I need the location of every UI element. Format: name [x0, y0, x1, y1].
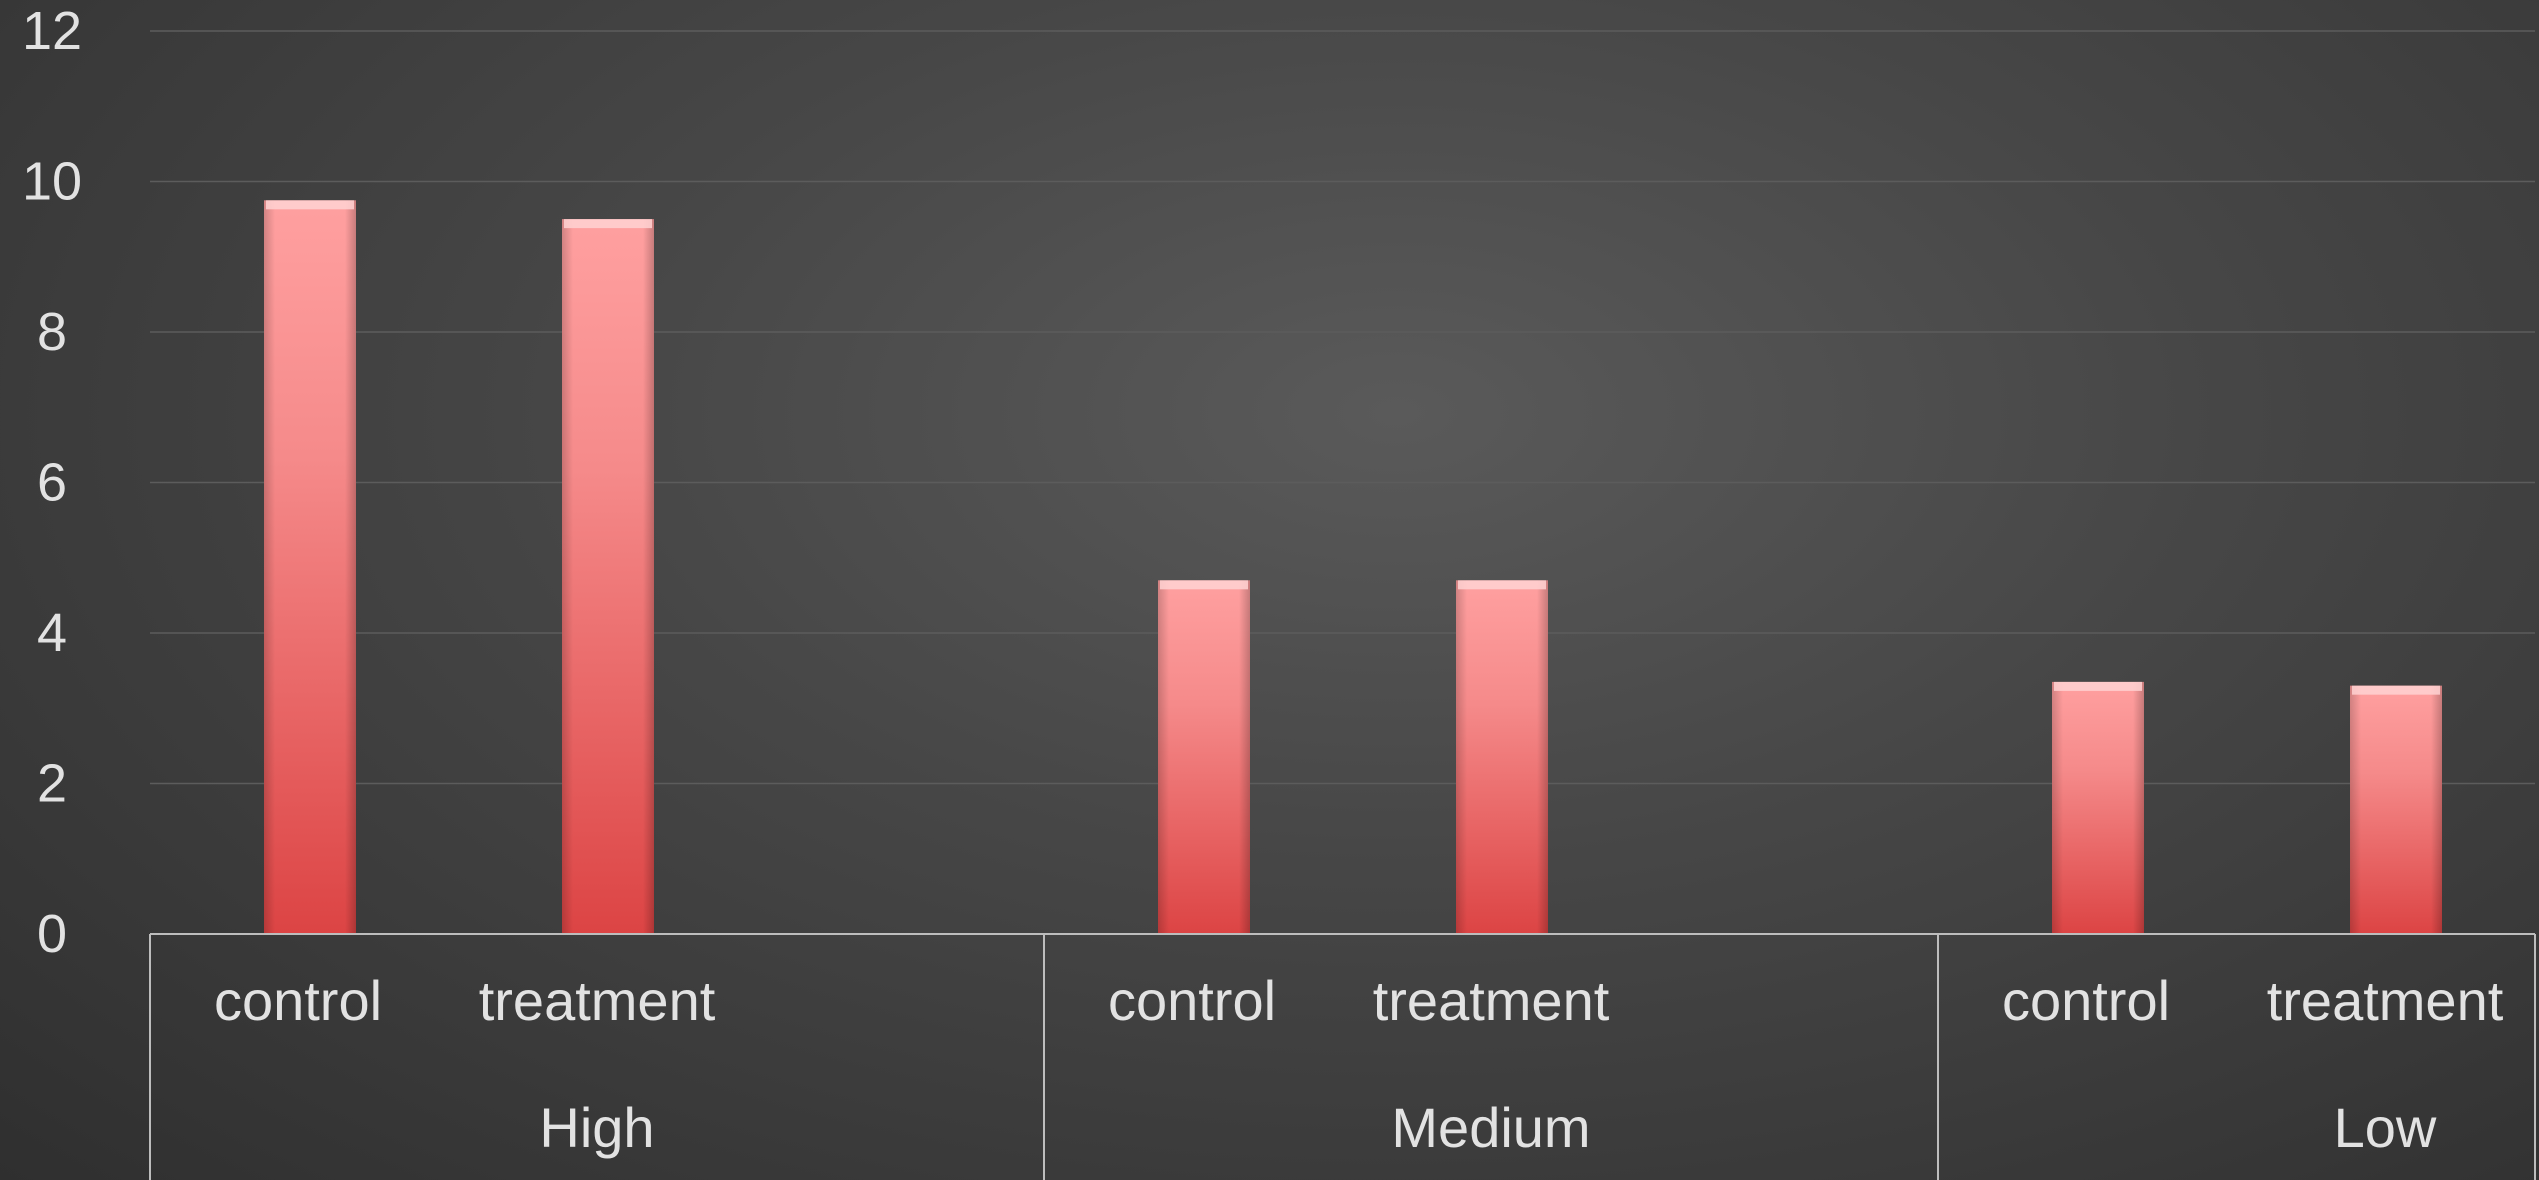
y-tick-label: 4 — [37, 603, 67, 663]
bars — [264, 200, 2442, 934]
bar-shading — [1158, 580, 1250, 934]
group-label: High — [539, 1096, 654, 1159]
y-tick-label: 6 — [37, 453, 67, 513]
gridlines — [150, 30, 2535, 785]
bar-shading — [264, 200, 356, 934]
y-tick-label: 0 — [37, 904, 67, 964]
y-tick-label: 10 — [22, 152, 82, 212]
bar-high-treatment — [562, 219, 654, 934]
y-tick-label: 8 — [37, 302, 67, 362]
bar-top-bevel — [1160, 580, 1248, 590]
y-tick-label: 2 — [37, 754, 67, 814]
y-axis: 0 2 4 6 8 10 12 — [22, 1, 82, 964]
bar-shading — [1456, 580, 1548, 934]
bar-medium-control — [1158, 580, 1250, 934]
category-label: treatment — [479, 969, 716, 1032]
bar-top-bevel — [266, 200, 354, 210]
group-label: Low — [2334, 1096, 2437, 1159]
bar-top-bevel — [564, 219, 652, 229]
category-label: control — [214, 969, 382, 1032]
bar-top-bevel — [2352, 685, 2440, 695]
group-label: Medium — [1391, 1096, 1590, 1159]
category-label: treatment — [1373, 969, 1610, 1032]
category-label: treatment — [2267, 969, 2504, 1032]
y-tick-label: 12 — [22, 1, 82, 61]
bar-low-treatment — [2350, 685, 2442, 934]
bar-top-bevel — [1458, 580, 1546, 590]
bar-top-bevel — [2054, 681, 2142, 691]
bar-high-control — [264, 200, 356, 934]
bar-medium-treatment — [1456, 580, 1548, 934]
category-label: control — [2002, 969, 2170, 1032]
bar-shading — [562, 219, 654, 934]
x-axis: control treatment High control treatment Medi… — [149, 933, 2536, 1180]
category-label: control — [1108, 969, 1276, 1032]
bar-low-control — [2052, 681, 2144, 934]
bar-shading — [2052, 681, 2144, 934]
bar-shading — [2350, 685, 2442, 934]
